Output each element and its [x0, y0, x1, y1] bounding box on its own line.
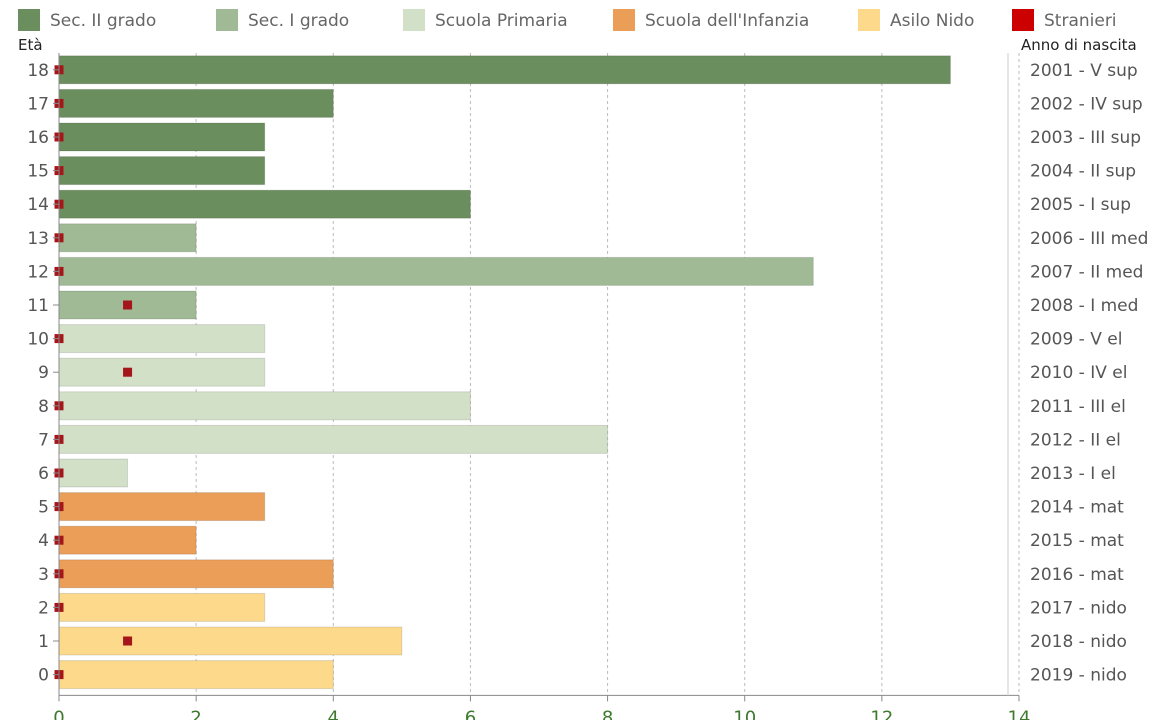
bar: [58, 492, 266, 522]
bar: [58, 189, 471, 219]
grid: [195, 53, 1020, 695]
age-label: 15: [27, 162, 49, 182]
bar: [58, 256, 814, 286]
stranieri-marker: [123, 636, 133, 646]
axes: [58, 53, 1019, 696]
legend-label: Scuola Primaria: [435, 11, 568, 31]
age-label: 12: [27, 262, 49, 282]
bar: [58, 525, 197, 555]
bar: [58, 122, 266, 152]
legend-label: Asilo Nido: [890, 11, 974, 31]
legend-label: Sec. II grado: [50, 11, 156, 31]
legend-item: Scuola dell'Infanzia: [613, 9, 809, 31]
bar: [58, 424, 609, 454]
birth-year-label: 2010 - IV el: [1030, 363, 1127, 383]
bar: [58, 324, 266, 354]
birth-year-label: 2019 - nido: [1030, 666, 1127, 686]
legend-swatch: [858, 9, 880, 31]
bars: [58, 55, 951, 690]
age-label: 13: [27, 229, 49, 249]
birth-year-label: 2017 - nido: [1030, 598, 1127, 618]
x-axis-ticks: 0 2 4 6 8 10 12 14: [53, 695, 1030, 720]
age-label: 16: [27, 128, 49, 148]
x-tick-label: 8: [602, 707, 613, 720]
y-axis-title-left: Età: [18, 36, 43, 54]
age-label: 8: [38, 397, 49, 417]
bar: [58, 55, 951, 85]
legend-item: Sec. II grado: [18, 9, 156, 31]
bar: [58, 592, 266, 622]
legend-swatch: [18, 9, 40, 31]
birth-year-labels: 2001 - V sup 2002 - IV sup 2003 - III sup 2…: [1030, 61, 1148, 686]
bar: [58, 88, 334, 118]
age-label: 14: [27, 195, 49, 215]
age-label: 17: [27, 94, 49, 114]
bar: [58, 626, 403, 656]
legend-swatch: [216, 9, 238, 31]
y-axis-title-right: Anno di nascita: [1021, 36, 1137, 54]
birth-year-label: 2012 - II el: [1030, 430, 1121, 450]
age-label: 7: [38, 430, 49, 450]
stranieri-marker: [123, 300, 133, 310]
legend-label: Scuola dell'Infanzia: [645, 11, 809, 31]
birth-year-label: 2015 - mat: [1030, 531, 1124, 551]
legend-label: Sec. I grado: [248, 11, 349, 31]
bar: [58, 156, 266, 186]
birth-year-label: 2008 - I med: [1030, 296, 1138, 316]
x-tick-label: 2: [190, 707, 201, 720]
age-label: 6: [38, 464, 49, 484]
bar: [58, 357, 266, 387]
birth-year-label: 2004 - II sup: [1030, 162, 1136, 182]
bar: [58, 458, 129, 488]
legend-label: Stranieri: [1044, 11, 1117, 31]
legend: Sec. II grado Sec. I grado Scuola Primaria…: [18, 9, 1117, 31]
stranieri-marker: [123, 367, 133, 377]
x-tick-label: 14: [1008, 707, 1031, 720]
legend-swatch: [1012, 9, 1034, 31]
birth-year-label: 2005 - I sup: [1030, 195, 1131, 215]
legend-item: Scuola Primaria: [403, 9, 568, 31]
age-label: 5: [38, 498, 49, 518]
x-tick-label: 10: [733, 707, 756, 720]
birth-year-label: 2009 - V el: [1030, 330, 1122, 350]
legend-swatch: [613, 9, 635, 31]
age-label: 9: [38, 363, 49, 383]
legend-item: Asilo Nido: [858, 9, 974, 31]
legend-swatch: [403, 9, 425, 31]
age-label: 0: [38, 666, 49, 686]
birth-year-label: 2002 - IV sup: [1030, 94, 1143, 114]
birth-year-label: 2001 - V sup: [1030, 61, 1138, 81]
bar: [58, 391, 471, 421]
age-label: 18: [27, 61, 49, 81]
x-tick-label: 6: [465, 707, 476, 720]
age-label: 10: [27, 330, 49, 350]
birth-year-label: 2016 - mat: [1030, 565, 1124, 585]
legend-item: Stranieri: [1012, 9, 1117, 31]
bar: [58, 223, 197, 253]
age-label: 3: [38, 565, 49, 585]
birth-year-label: 2011 - III el: [1030, 397, 1126, 417]
birth-year-label: 2018 - nido: [1030, 632, 1127, 652]
x-tick-label: 0: [53, 707, 64, 720]
x-tick-label: 12: [870, 707, 893, 720]
age-label: 11: [27, 296, 49, 316]
birth-year-label: 2013 - I el: [1030, 464, 1116, 484]
age-label: 4: [38, 531, 49, 551]
birth-year-label: 2014 - mat: [1030, 498, 1124, 518]
birth-year-label: 2007 - II med: [1030, 262, 1143, 282]
legend-item: Sec. I grado: [216, 9, 349, 31]
age-label: 1: [38, 632, 49, 652]
bar: [58, 559, 334, 589]
birth-year-label: 2006 - III med: [1030, 229, 1148, 249]
x-tick-label: 4: [328, 707, 339, 720]
birth-year-label: 2003 - III sup: [1030, 128, 1141, 148]
bar: [58, 660, 334, 690]
age-label: 2: [38, 598, 49, 618]
